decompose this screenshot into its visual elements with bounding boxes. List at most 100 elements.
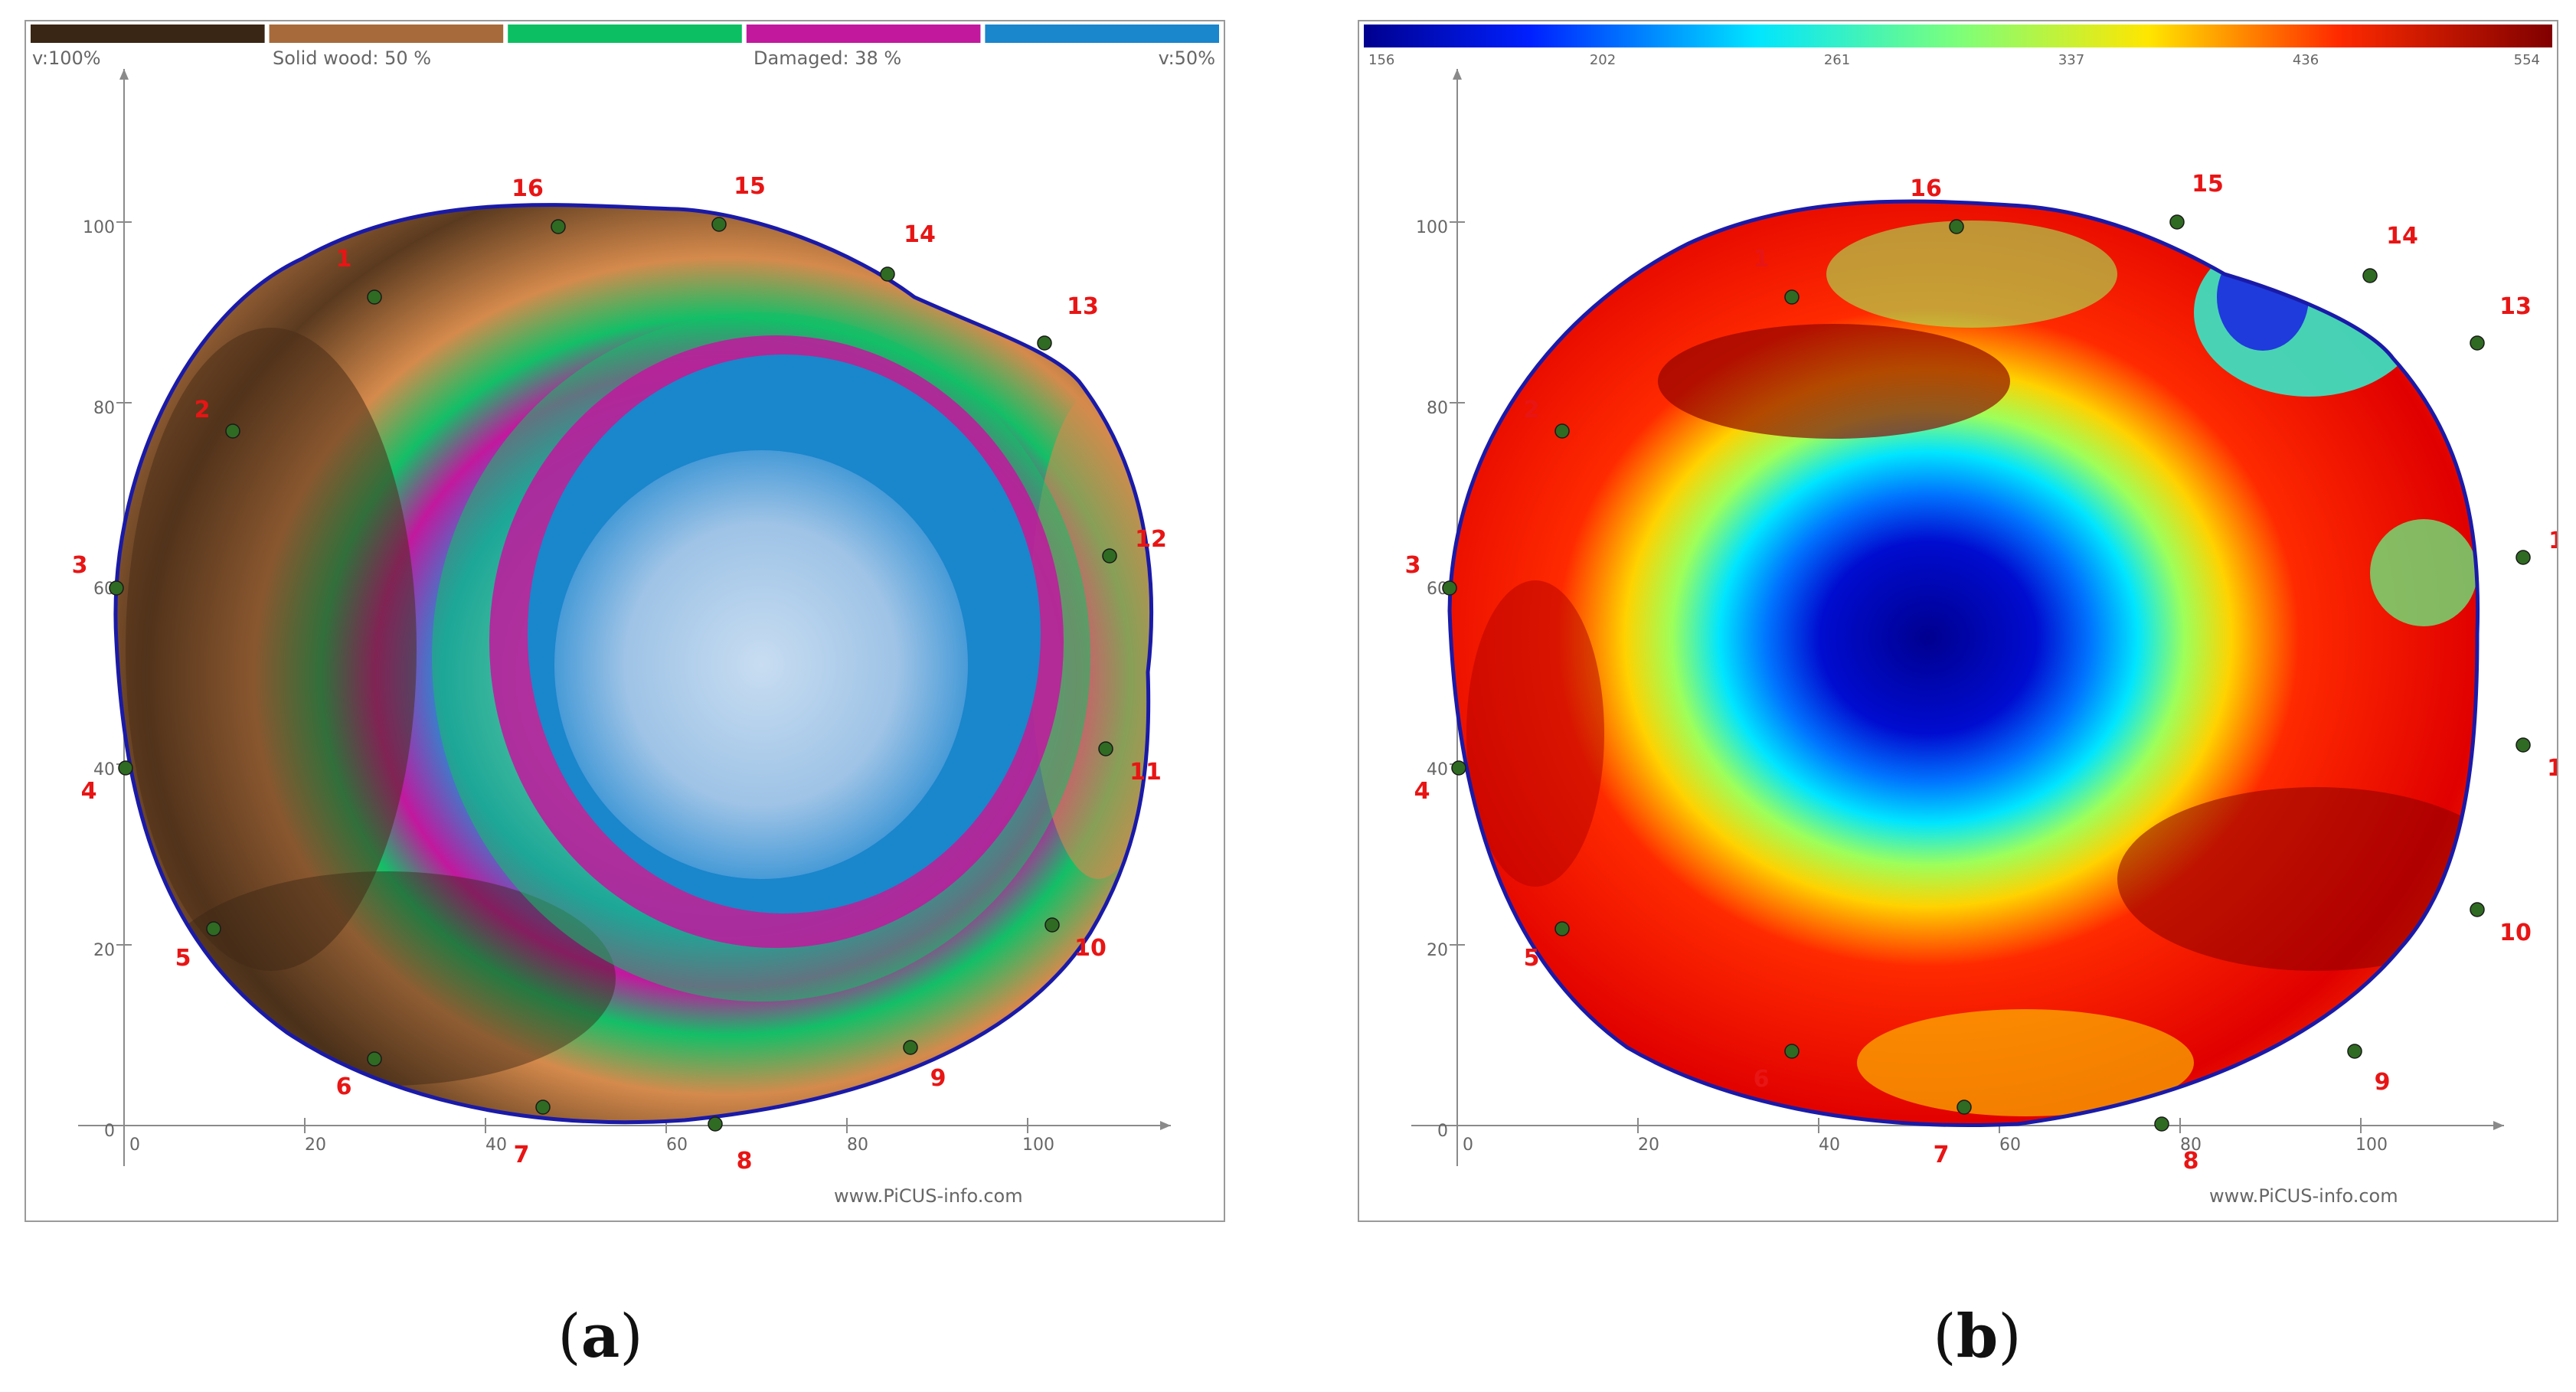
x-tick-label: 60 <box>666 1135 688 1155</box>
watermark: www.PiCUS-info.com <box>2209 1185 2398 1207</box>
sensor-4: 4 <box>81 760 133 805</box>
sensor-dot <box>880 266 895 282</box>
sensor-dot <box>551 219 566 234</box>
colorscale-tick-label: 202 <box>1590 52 1616 68</box>
sensor-16: 16 <box>512 175 566 234</box>
sensor-label: 12 <box>1135 526 1167 553</box>
legend-segment <box>746 25 981 43</box>
sensor-dot <box>109 580 124 596</box>
sensor-12: 12 <box>2516 528 2557 565</box>
sensor-dot <box>2470 335 2485 351</box>
sensor-1: 1 <box>1754 246 1800 305</box>
sensor-label: 9 <box>930 1065 946 1092</box>
sensor-label: 14 <box>904 221 936 248</box>
sensor-label: 5 <box>175 945 191 972</box>
sensor-16: 16 <box>1910 175 1964 234</box>
watermark: www.PiCUS-info.com <box>834 1185 1023 1207</box>
sensor-11: 11 <box>1098 741 1162 786</box>
sensor-13: 13 <box>1037 293 1099 351</box>
sensor-10: 10 <box>2470 902 2532 946</box>
sensor-9: 9 <box>2347 1044 2391 1096</box>
sensor-dot <box>225 423 240 439</box>
sensor-2: 2 <box>1524 397 1570 439</box>
sensor-label: 11 <box>1129 759 1162 786</box>
sensor-label: 15 <box>734 173 766 200</box>
sensor-label: 6 <box>336 1073 352 1100</box>
sensor-label: 10 <box>1074 935 1107 962</box>
sensor-15: 15 <box>2169 171 2224 230</box>
x-tick-label: 80 <box>847 1135 868 1155</box>
legend-damaged-label: Damaged: 38 % <box>754 47 901 69</box>
tomogram-fill <box>115 204 1152 1122</box>
sensor-dot <box>1451 760 1466 776</box>
colorscale-tick-label: 156 <box>1368 52 1394 68</box>
legend-segment <box>508 25 742 43</box>
sensor-label: 14 <box>2386 223 2418 250</box>
x-tick-label: 20 <box>1638 1135 1659 1155</box>
sensor-13: 13 <box>2470 293 2532 351</box>
sensor-dot <box>1554 423 1570 439</box>
sensor-label: 3 <box>72 552 88 579</box>
sensor-dot <box>118 760 133 776</box>
sensor-dot <box>2169 214 2185 230</box>
colorscale-tick-label: 261 <box>1824 52 1850 68</box>
x-tick-label: 0 <box>1463 1135 1473 1155</box>
x-axis-arrow <box>2493 1121 2504 1130</box>
sensor-14: 14 <box>880 221 936 282</box>
legend-segment <box>31 25 265 43</box>
sensor-label: 2 <box>1524 397 1540 423</box>
sensor-label: 3 <box>1405 552 1421 579</box>
legend-solid-label: Solid wood: 50 % <box>273 47 431 69</box>
electric-tomogram: 156 202 261 337 436 554 0 20 40 60 80 100020406080… <box>1364 25 2557 1207</box>
sensor-dot <box>1102 548 1117 564</box>
sensor-label: 9 <box>2375 1069 2391 1096</box>
sensor-3: 3 <box>1405 552 1457 596</box>
sensor-7: 7 <box>514 1100 551 1168</box>
y-axis-arrow <box>119 69 129 80</box>
x-tick-label: 40 <box>485 1135 507 1155</box>
sensor-dot <box>2154 1116 2169 1132</box>
y-tick-label: 100 <box>1416 218 1448 237</box>
colorscale-tick-label: 436 <box>2293 52 2319 68</box>
sensor-dot <box>2516 737 2531 753</box>
x-tick-label: 60 <box>1999 1135 2021 1155</box>
sensor-dot <box>2470 902 2485 917</box>
sensor-label: 1 <box>336 246 352 273</box>
sensor-dot <box>1949 219 1964 234</box>
sensor-7: 7 <box>1934 1100 1972 1168</box>
legend-segment <box>269 25 504 43</box>
y-tick-label: 40 <box>1427 760 1448 779</box>
sensor-label: 6 <box>1754 1066 1770 1093</box>
caption-letter: a <box>580 1302 620 1371</box>
sensor-6: 6 <box>1754 1044 1800 1093</box>
sensor-dot <box>1957 1100 1972 1115</box>
sensor-dot <box>2362 268 2378 283</box>
sensor-6: 6 <box>336 1051 382 1100</box>
y-tick-label: 100 <box>83 218 115 237</box>
sensor-dot <box>2516 550 2531 565</box>
y-tick-label: 80 <box>93 399 115 418</box>
colorscale-tick-label: 337 <box>2058 52 2084 68</box>
sensor-8: 8 <box>708 1116 753 1175</box>
x-tick-label: 100 <box>2355 1135 2388 1155</box>
y-tick-label: 20 <box>93 941 115 960</box>
sensor-label: 8 <box>737 1148 753 1175</box>
caption-a: (a) <box>557 1302 643 1371</box>
sensor-dot <box>708 1116 723 1132</box>
legend-segment <box>985 25 1219 43</box>
sensor-label: 7 <box>1934 1142 1950 1168</box>
sensor-dot <box>1098 741 1113 756</box>
sensor-dot <box>1784 1044 1800 1059</box>
y-axis-arrow <box>1453 69 1462 80</box>
sensor-dot <box>1037 335 1052 351</box>
y-tick-label: 80 <box>1427 399 1448 418</box>
tomogram-panel-b: 156 202 261 337 436 554 0 20 40 60 80 100 0 20 40 60 80… <box>1358 20 2558 1222</box>
sensor-5: 5 <box>175 921 221 972</box>
sensor-dot <box>1044 917 1060 933</box>
sensor-dot <box>711 217 727 232</box>
x-tick-label: 0 <box>129 1135 140 1155</box>
sensor-label: 8 <box>2183 1148 2199 1175</box>
sensor-dot <box>206 921 221 936</box>
